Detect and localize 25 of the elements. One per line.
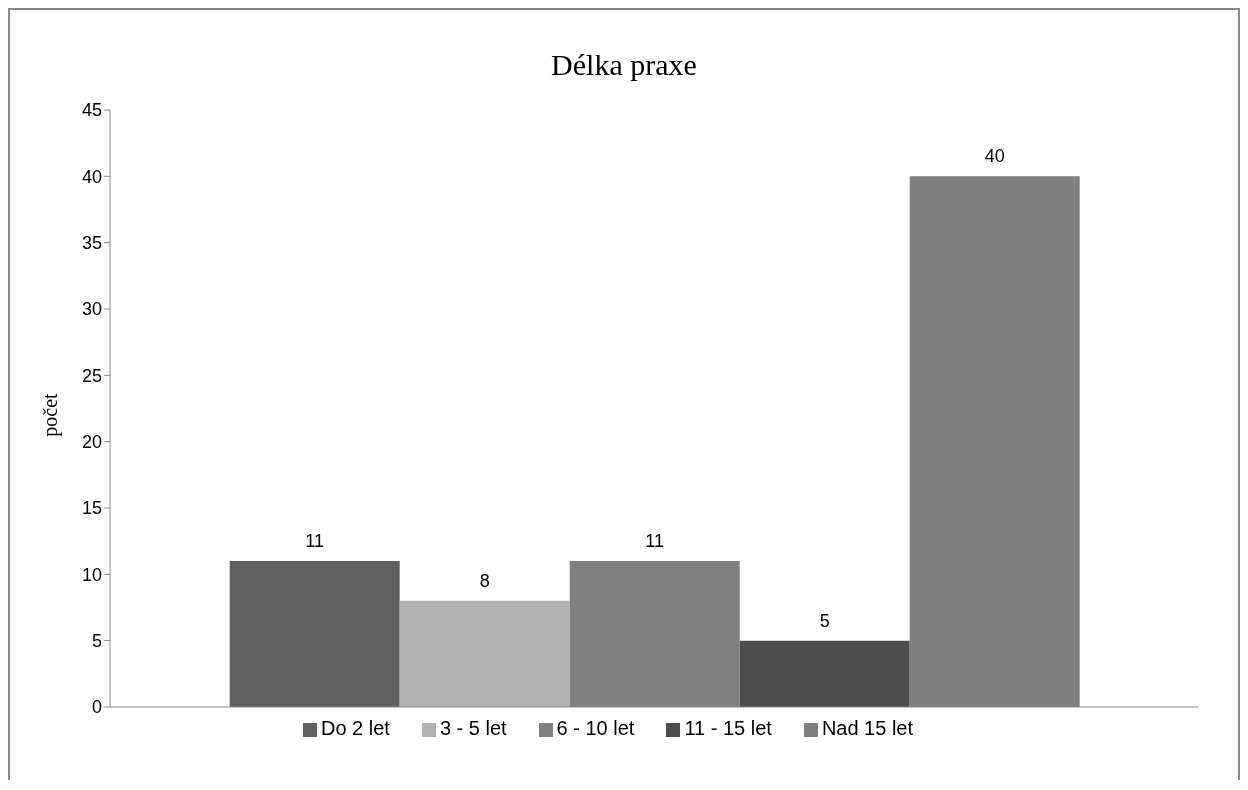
y-tick-label: 20: [81, 432, 102, 453]
y-axis-title: počet: [38, 393, 62, 437]
legend-label: Do 2 let: [320, 717, 390, 739]
legend-label: 6 - 10 let: [556, 717, 635, 739]
y-tick-label: 5: [91, 631, 102, 652]
legend-label: Nad 15 let: [821, 717, 914, 739]
y-tick-label: 40: [81, 166, 102, 187]
chart-title: Délka praxe: [550, 48, 698, 82]
bar: [229, 561, 400, 707]
y-tick-label: 35: [81, 233, 102, 254]
y-tick-label: 15: [81, 498, 102, 519]
y-tick-label: 25: [81, 365, 102, 386]
bar: [739, 640, 910, 707]
y-tick-label: 10: [81, 564, 102, 585]
bar: [399, 600, 570, 707]
y-tick-label: 0: [91, 697, 102, 718]
y-tick-label: 45: [81, 100, 102, 121]
y-tick-label: 30: [81, 299, 102, 320]
legend-label: 3 - 5 let: [439, 717, 507, 739]
data-label: 11: [305, 531, 325, 552]
data-label: 5: [819, 610, 830, 631]
legend-label: 11 - 15 let: [684, 717, 772, 739]
data-label: 11: [645, 531, 665, 552]
data-label: 40: [984, 146, 1005, 167]
data-label: 8: [479, 570, 490, 591]
